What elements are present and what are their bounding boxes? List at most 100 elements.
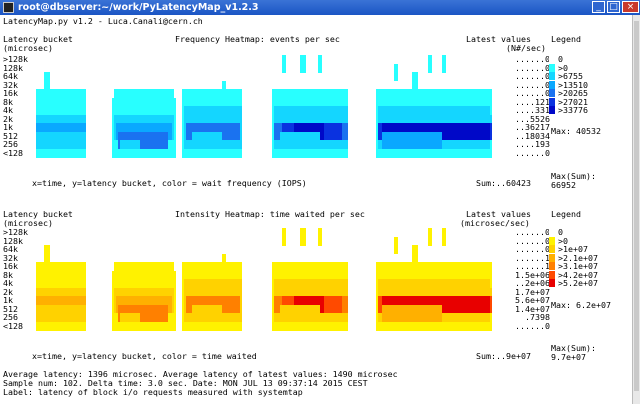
- legend-label: >0: [558, 235, 568, 246]
- heatmap-cell: [318, 236, 322, 246]
- heatmap-cell: [382, 313, 442, 322]
- bucket-label: 256: [3, 139, 18, 149]
- latest-value: 1.7e+07: [515, 286, 550, 297]
- minimize-button[interactable]: _: [592, 1, 605, 13]
- int-max-sum-value: 9.7e+07: [551, 352, 586, 362]
- heatmap-cell: [274, 114, 348, 124]
- freq-axis-title: Latency bucket: [3, 34, 73, 44]
- heatmap-cell: [38, 106, 84, 115]
- heatmap-row: [32, 131, 494, 141]
- heatmap-cell: [36, 313, 86, 322]
- heatmap-cell: [428, 236, 432, 246]
- heatmap-row: [32, 106, 494, 115]
- heatmap-row: [32, 148, 494, 158]
- bucket-label: 8k: [3, 96, 13, 107]
- legend-label: >3.1e+07: [558, 261, 598, 271]
- int-x-caption: x=time, y=latency bucket, color = time w…: [32, 351, 257, 361]
- heatmap-cell: [36, 131, 86, 141]
- heatmap-cell: [44, 80, 50, 90]
- heatmap-cell: [182, 148, 242, 158]
- latest-value: .7398: [525, 312, 550, 322]
- heatmap-cell: [36, 123, 86, 132]
- bucket-label: 32k: [3, 252, 18, 263]
- legend-swatch: [549, 89, 555, 97]
- heatmap-cell: [376, 321, 492, 331]
- maximize-button[interactable]: □: [607, 1, 620, 13]
- heatmap-cell: [222, 262, 226, 271]
- freq-max-sum-label: Max(Sum):: [551, 171, 596, 181]
- heatmap-row: [32, 313, 494, 322]
- window-title: root@dbserver:~/work/PyLatencyMap_v1.2.3: [18, 2, 259, 13]
- heatmap-cell: [116, 296, 172, 305]
- heatmap-row: [32, 253, 494, 263]
- heatmap-cell: [184, 279, 242, 288]
- heatmap-cell: [114, 287, 174, 297]
- heatmap-cell: [186, 123, 240, 132]
- vertical-scrollbar[interactable]: [632, 15, 640, 404]
- heatmap-cell: [428, 228, 432, 237]
- footer-line-1: Average latency: 1396 microsec. Average …: [3, 369, 398, 379]
- frequency-heatmap: [32, 55, 494, 158]
- bucket-label: 64k: [3, 71, 18, 81]
- heatmap-cell: [428, 63, 432, 73]
- heatmap-cell: [376, 270, 492, 280]
- heatmap-row: [32, 55, 494, 64]
- legend-label: >20265: [558, 88, 588, 98]
- scrollbar-thumb[interactable]: [634, 21, 639, 391]
- latest-value: ...5526: [515, 113, 550, 124]
- heatmap-cell: [112, 148, 176, 158]
- heatmap-cell: [44, 245, 50, 254]
- heatmap-cell: [112, 321, 176, 331]
- freq-max-sum-value: 66952: [551, 180, 576, 190]
- legend-label: >33776: [558, 105, 588, 115]
- heatmap-cell: [382, 140, 442, 149]
- latest-value: ......0: [515, 227, 550, 237]
- heatmap-row: [32, 287, 494, 297]
- heatmap-cell: [36, 140, 86, 149]
- terminal-area[interactable]: LatencyMap.py v1.2 - Luca.Canali@cern.ch…: [0, 15, 632, 404]
- bucket-label: 4k: [3, 278, 13, 288]
- heatmap-cell: [36, 89, 86, 98]
- heatmap-cell: [382, 296, 490, 305]
- latest-value: ......0: [515, 147, 550, 158]
- legend-swatch: [549, 106, 555, 114]
- heatmap-cell: [300, 55, 306, 64]
- heatmap-cell: [36, 304, 86, 314]
- bucket-label: 256: [3, 312, 18, 322]
- latest-value: ..18034: [515, 130, 550, 141]
- heatmap-cell: [184, 114, 242, 124]
- bucket-label: 2k: [3, 286, 13, 297]
- int-legend-title: Legend: [551, 209, 581, 219]
- bucket-label: <128: [3, 147, 23, 158]
- int-latest-units: (microsec/sec): [460, 218, 530, 228]
- heatmap-row: [32, 80, 494, 90]
- heatmap-cell: [114, 97, 174, 107]
- heatmap-cell: [282, 55, 286, 64]
- latest-value: ......0: [515, 88, 550, 98]
- heatmap-cell: [114, 279, 174, 288]
- int-sum: Sum:..9e+07: [476, 351, 531, 361]
- bucket-label: 512: [3, 130, 18, 141]
- close-button[interactable]: ×: [622, 1, 639, 13]
- legend-swatch: [549, 55, 555, 63]
- heatmap-cell: [442, 228, 446, 237]
- legend-label: >6755: [558, 71, 583, 81]
- heatmap-row: [32, 262, 494, 271]
- bucket-label: 2k: [3, 113, 13, 124]
- heatmap-cell: [192, 304, 222, 314]
- heatmap-cell: [300, 63, 306, 73]
- heatmap-cell: [394, 72, 398, 81]
- window-titlebar: root@dbserver:~/work/PyLatencyMap_v1.2.3…: [0, 0, 640, 15]
- heatmap-cell: [182, 270, 242, 280]
- heatmap-cell: [120, 313, 140, 322]
- heatmap-cell: [120, 140, 140, 149]
- heatmap-cell: [294, 296, 324, 305]
- legend-label: >5.2e+07: [558, 278, 598, 288]
- latest-value: ..2e+06: [515, 278, 550, 288]
- int-axis-title: Latency bucket: [3, 209, 73, 219]
- legend-swatch: [549, 97, 555, 106]
- heatmap-cell: [38, 279, 84, 288]
- latest-value: ......0: [515, 62, 550, 73]
- freq-max: Max: 40532: [551, 126, 601, 136]
- bucket-label: 16k: [3, 88, 18, 98]
